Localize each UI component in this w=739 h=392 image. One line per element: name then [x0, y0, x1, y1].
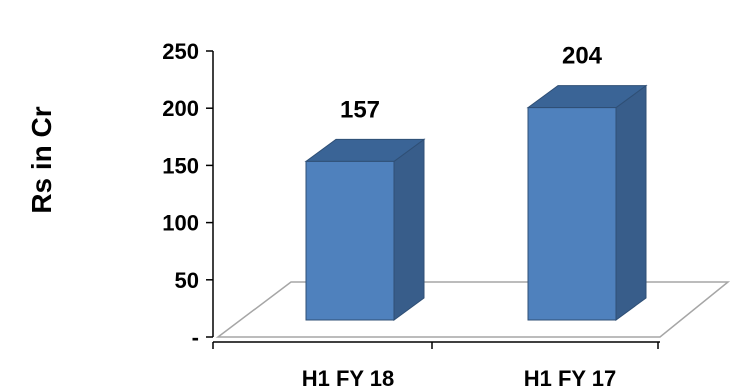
- y-tick-label: 50: [175, 268, 199, 293]
- x-category-label: H1 FY 18: [302, 366, 395, 391]
- chart-floor: [215, 281, 731, 338]
- y-tick-label: 200: [162, 96, 199, 121]
- x-axis-labels: H1 FY 18 H1 FY 17: [302, 366, 617, 391]
- bars: [304, 84, 648, 321]
- bar-side-face: [393, 138, 425, 321]
- bar-side-face: [615, 84, 647, 321]
- y-tick-label: -: [192, 325, 199, 350]
- bar-front-face: [527, 107, 617, 321]
- y-axis-title: Rs in Cr: [26, 106, 57, 213]
- bar-h1-fy-17: [526, 84, 648, 321]
- floor-plane: [215, 281, 731, 338]
- y-tick-label: 100: [162, 211, 199, 236]
- bar-front-face: [305, 160, 395, 321]
- y-axis: - 50 100 150 200 250: [162, 39, 660, 350]
- data-label: 157: [340, 96, 380, 123]
- data-label: 204: [562, 43, 603, 70]
- y-tick-label: 250: [162, 39, 199, 64]
- bar-h1-fy-18: [304, 138, 426, 321]
- data-labels: 157 204: [340, 43, 603, 124]
- x-category-label: H1 FY 17: [524, 366, 617, 391]
- y-tick-label: 150: [162, 153, 199, 178]
